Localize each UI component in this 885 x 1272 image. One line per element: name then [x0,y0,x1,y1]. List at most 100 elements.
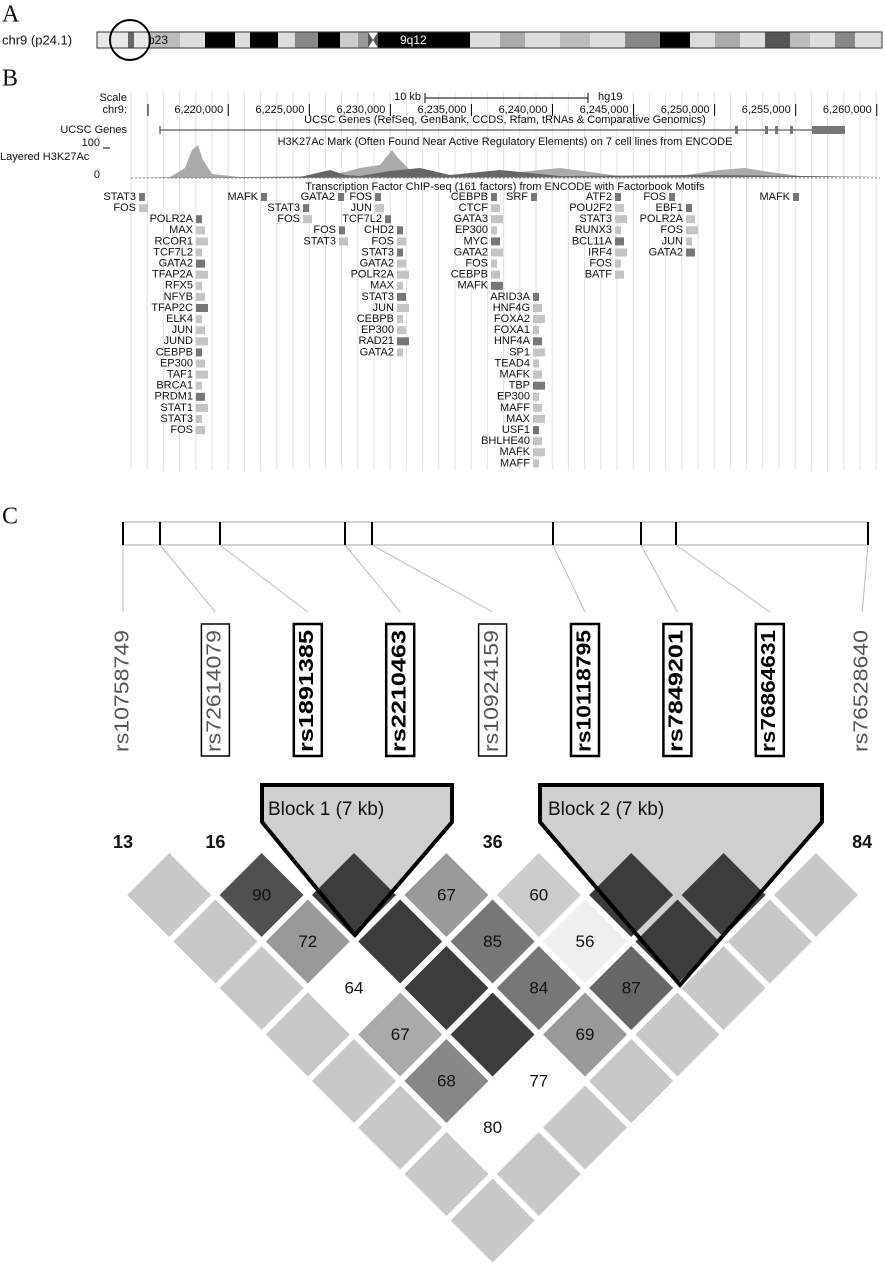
band [690,32,715,48]
tf-label: MAFK [227,191,258,203]
tf-label: POLR2A [351,269,395,281]
tf-label: TEAD4 [495,357,530,369]
band [318,32,340,48]
ld-cell [127,853,212,937]
tf-label: POLR2A [640,213,684,225]
tf-label: GATA3 [454,213,488,225]
ld-cell [727,899,812,984]
tf-peak [615,193,621,201]
tf-label: GATA2 [454,246,488,258]
band [358,32,368,48]
tf-peak [196,226,205,235]
tf-label: GATA2 [159,258,193,270]
track-scale: 100 [82,137,100,149]
track-label: Layered H3K27Ac [0,151,90,163]
tf-peak [491,237,500,246]
track-title: Transcription Factor ChIP-seq (161 facto… [305,181,705,193]
tf-peak [686,215,695,224]
tf-peak [531,193,537,201]
tf-peak [397,248,403,257]
tf-label: FOXA2 [494,313,530,325]
snp-connector [675,544,771,613]
ideogram-label: chr9 (p24.1) [2,32,72,47]
tf-label: TBP [509,380,530,392]
tf-peak [196,292,205,301]
tf-label: FOS [371,235,394,247]
tf-peak [196,281,202,290]
tf-peak [615,226,621,235]
ld-cell [265,992,350,1077]
ld-plot: rs1075874913rs7261407916rs189138520rs221… [111,521,872,1263]
exon [735,126,738,134]
tf-label: FOS [313,224,336,236]
tf-label: EP300 [497,391,530,403]
highlight-circle [109,19,151,61]
tf-peak [397,237,406,246]
snp-connector [219,544,309,613]
snp-number: 16 [205,832,225,852]
tf-label: GATA2 [301,191,335,203]
band [470,32,500,48]
ld-cell [173,899,258,984]
tf-label: RUNX3 [575,224,612,236]
tf-label: CEBPB [451,269,488,281]
block-fill [540,785,822,985]
tf-label: HNF4G [493,302,530,314]
ld-cell [496,853,581,937]
tf-peak [533,381,545,390]
centromere [368,32,378,48]
tf-label: FOS [465,258,488,270]
snp-connector [344,544,401,613]
axis-tick-label: 6,255,000 [742,104,791,116]
ld-value: 68 [437,1071,456,1090]
track-title: UCSC Genes (RefSeq, GenBank, CCDS, Rfam,… [304,114,706,126]
tf-peak [491,226,497,235]
band [250,32,278,48]
tf-label: IRF4 [588,246,612,258]
ld-cell [450,1085,535,1170]
track-scale: 0 [94,169,100,181]
exon [775,126,778,134]
block-outline [260,783,454,939]
tf-peak [261,193,267,201]
tf-peak [491,215,503,224]
ld-value: 69 [576,1025,595,1044]
band [525,32,560,48]
tf-peak [196,415,202,423]
tf-peak [615,215,627,224]
tf-peak [686,204,692,213]
tf-peak [196,315,202,324]
tf-peak [533,403,542,412]
tf-peak [533,359,539,368]
tf-label: RFX5 [165,280,193,292]
ld-value: 77 [529,1071,548,1090]
snp-box [384,622,416,758]
band [835,32,855,48]
tf-peak [303,204,309,213]
exon [765,126,768,134]
tf-label: STAT1 [160,402,193,414]
band [97,32,128,48]
band [765,32,790,48]
tf-peak [196,248,202,257]
tf-peak [615,204,624,213]
tf-peak [533,392,539,401]
band [500,32,525,48]
tf-peak [533,459,539,468]
tf-peak [196,337,208,346]
ld-cell [450,899,535,984]
snp-box [569,622,601,758]
tf-label: TFAP2A [152,269,194,281]
band [278,32,295,48]
tf-label: MAFK [457,280,488,292]
band [235,32,250,48]
tf-label: EBF1 [655,202,683,214]
tf-label: FOS [349,191,372,203]
band [810,32,835,48]
tf-peak [397,326,406,335]
tf-peak [491,281,503,290]
axis-tick-label: 6,245,000 [580,104,629,116]
tf-label: ELK4 [166,313,193,325]
